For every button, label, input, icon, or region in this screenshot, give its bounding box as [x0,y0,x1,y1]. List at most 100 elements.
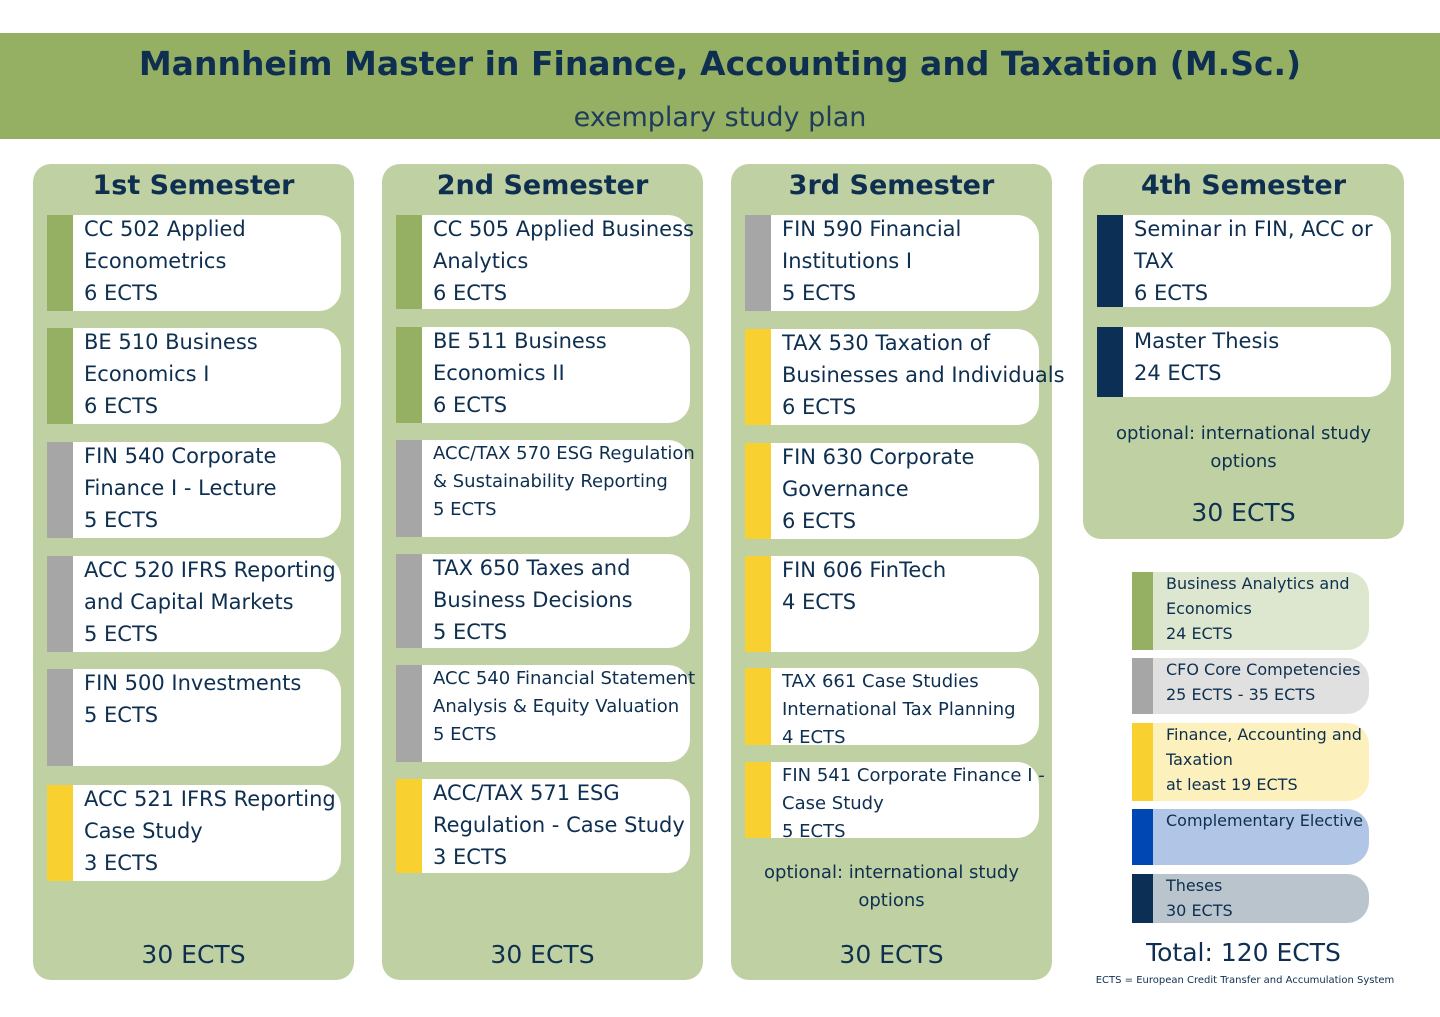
course-card: FIN 500 Investments 5 ECTS [47,669,341,766]
semester-note: optional: international study [764,862,1019,883]
course-text: 6 ECTS [433,393,508,417]
legend-item: Theses 30 ECTS [1132,874,1369,923]
course-card: Master Thesis 24 ECTS [1097,327,1391,397]
category-bar [745,443,771,539]
course-card: Seminar in FIN, ACC or TAX 6 ECTS [1097,215,1391,307]
legend-text: Economics [1166,599,1252,618]
category-bar [745,762,771,838]
course-card: FIN 590 Financial Institutions I 5 ECTS [745,215,1039,311]
course-card: ACC 520 IFRS Reporting and Capital Market… [47,556,341,652]
course-text: 5 ECTS [782,281,857,305]
course-text: BE 511 Business [433,329,607,353]
category-bar [396,554,422,648]
legend-item: CFO Core Competencies 25 ECTS - 35 ECTS [1132,658,1369,714]
course-text: Seminar in FIN, ACC or [1134,217,1373,241]
legend-swatch [1132,874,1153,923]
category-bar [47,442,73,538]
legend-swatch [1132,572,1153,650]
course-text: FIN 590 Financial [782,217,962,241]
course-text: Economics II [433,361,565,385]
course-text: FIN 500 Investments [84,671,302,695]
course-text: 5 ECTS [433,724,497,745]
course-text: ACC 540 Financial Statement [433,668,696,689]
course-text: TAX 650 Taxes and [433,556,631,580]
semester-total: 30 ECTS [1191,498,1296,527]
course-text: BE 510 Business [84,330,258,354]
category-bar [47,669,73,766]
course-text: and Capital Markets [84,590,294,614]
legend-text: 24 ECTS [1166,624,1233,643]
legend-text: Finance, Accounting and [1166,725,1362,744]
course-card: CC 505 Applied Business Analytics 6 ECTS [396,215,694,309]
course-text: TAX [1134,249,1174,273]
semester-total: 30 ECTS [839,940,944,969]
legend-text: CFO Core Competencies [1166,660,1361,679]
page-title: Mannheim Master in Finance, Accounting a… [138,44,1302,83]
legend-text: Theses [1166,876,1223,895]
legend-text: Complementary Elective [1166,811,1363,830]
course-text: Case Study [84,819,203,843]
course-text: 6 ECTS [84,394,159,418]
category-bar [745,556,771,652]
course-text: 24 ECTS [1134,361,1222,385]
category-bar [745,215,771,311]
legend-swatch [1132,658,1153,714]
course-card: ACC/TAX 570 ESG Regulation & Sustainabili… [396,440,695,537]
course-text: 6 ECTS [433,281,508,305]
legend-item: Complementary Elective [1132,809,1369,865]
course-text: Business Decisions [433,588,633,612]
course-card: FIN 630 Corporate Governance 6 ECTS [745,443,1039,539]
category-bar [396,327,422,423]
footnote: ECTS = European Credit Transfer and Accu… [1095,975,1395,986]
category-bar [47,556,73,652]
course-card: BE 510 Business Economics I 6 ECTS [47,328,341,424]
category-bar [1097,327,1123,397]
course-text: 4 ECTS [782,590,857,614]
course-text: & Sustainability Reporting [433,471,668,492]
category-bar [396,215,422,309]
course-text: Governance [782,477,909,501]
legend-swatch [1132,723,1153,801]
course-text: International Tax Planning [782,699,1016,720]
category-bar [1097,215,1123,307]
course-text: FIN 630 Corporate [782,445,975,469]
course-text: Analytics [433,249,529,273]
legend-text: 25 ECTS - 35 ECTS [1166,685,1316,704]
course-text: TAX 530 Taxation of [782,331,991,355]
course-card: TAX 530 Taxation of Businesses and Indivi… [745,329,1065,425]
category-bar [396,779,422,873]
category-bar [47,215,73,311]
course-text: 3 ECTS [433,845,508,869]
grand-total: Total: 120 ECTS [1146,938,1341,967]
course-text: ACC/TAX 571 ESG [433,781,620,805]
course-card: TAX 650 Taxes and Business Decisions 5 ECT… [396,554,690,648]
course-text: Master Thesis [1134,329,1280,353]
legend-item: Finance, Accounting and Taxation at least … [1132,723,1369,801]
category-bar [47,785,73,881]
header-band [0,33,1440,139]
category-bar [745,668,771,745]
course-text: CC 502 Applied [84,217,246,241]
course-card: ACC 521 IFRS Reporting Case Study 3 ECTS [47,785,341,881]
course-text: 5 ECTS [84,622,159,646]
course-card: BE 511 Business Economics II 6 ECTS [396,327,690,423]
course-text: 6 ECTS [782,509,857,533]
course-text: 6 ECTS [1134,281,1209,305]
legend-item: Business Analytics and Economics 24 ECTS [1132,572,1369,650]
category-bar [396,665,422,762]
course-text: 6 ECTS [84,281,159,305]
course-text: ACC 521 IFRS Reporting [84,787,336,811]
course-text: TAX 661 Case Studies [782,671,979,692]
course-text: Regulation - Case Study [433,813,685,837]
course-text: 6 ECTS [782,395,857,419]
course-text: Economics I [84,362,210,386]
semester-total: 30 ECTS [490,940,595,969]
course-card: FIN 541 Corporate Finance I - Case Study 5… [745,762,1045,842]
legend-swatch [1132,809,1153,865]
semester-total: 30 ECTS [141,940,246,969]
course-text: 3 ECTS [84,851,159,875]
legend-text: Taxation [1166,750,1233,769]
course-text: Econometrics [84,249,227,273]
course-text: FIN 541 Corporate Finance I - [782,765,1045,786]
